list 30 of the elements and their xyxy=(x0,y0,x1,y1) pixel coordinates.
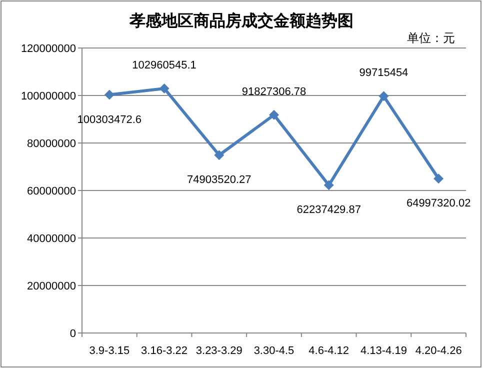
point xyxy=(269,110,279,120)
data-label: 102960545.1 xyxy=(132,59,196,72)
y-tick-label: 0 xyxy=(70,328,76,340)
x-tick-label: 3.16-3.22 xyxy=(141,345,188,357)
point xyxy=(434,174,444,184)
y-tick-label: 40000000 xyxy=(27,233,76,245)
y-tick-label: 60000000 xyxy=(27,186,76,198)
x-tick-label: 4.6-4.12 xyxy=(308,345,350,357)
point xyxy=(214,150,224,160)
x-tick-label: 4.13-4.19 xyxy=(360,345,407,357)
data-label: 91827306.78 xyxy=(242,86,306,98)
x-tick-label: 3.30-4.5 xyxy=(254,345,294,357)
data-label: 64997320.02 xyxy=(406,198,471,210)
point xyxy=(159,83,170,94)
y-tick-label: 120000000 xyxy=(20,43,76,55)
data-label: 99715454 xyxy=(359,67,408,80)
data-label: 100303472.6 xyxy=(77,114,142,126)
chart-title: 孝感地区商品房成交金额趋势图 xyxy=(128,11,354,30)
y-tick-label: 80000000 xyxy=(27,138,76,150)
x-tick-label: 4.20-4.26 xyxy=(415,345,462,357)
point xyxy=(104,90,114,100)
point xyxy=(324,180,334,190)
point xyxy=(378,91,389,102)
data-label: 74903520.27 xyxy=(187,174,252,186)
y-tick-label: 20000000 xyxy=(27,280,76,292)
y-tick-label: 100000000 xyxy=(20,90,76,102)
x-tick-label: 3.23-3.29 xyxy=(196,345,242,357)
x-tick-label: 3.9-3.15 xyxy=(89,345,130,357)
text: 单位：元 xyxy=(407,31,455,45)
data-label: 62237429.87 xyxy=(296,204,361,216)
